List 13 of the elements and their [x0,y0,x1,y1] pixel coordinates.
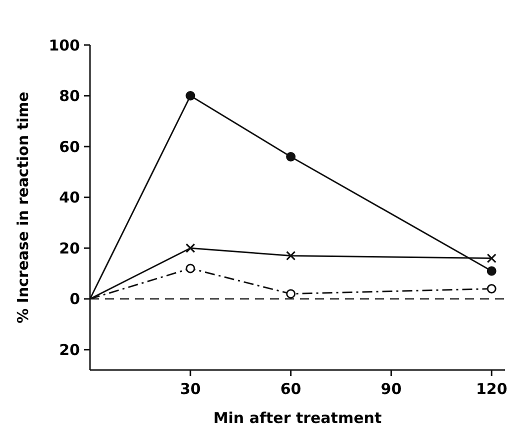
y-tick-label: 100 [48,36,80,54]
x-tick-label: 120 [476,380,508,398]
x-tick-label: 60 [280,380,302,398]
y-axis-title: % Increase in reaction time [14,92,32,324]
y-tick-label: 40 [59,188,80,207]
y-tick-label: 20 [59,340,80,359]
y-tick-label: 20 [59,239,80,258]
x-tick-label: 90 [380,380,402,398]
x-tick-label: 30 [180,380,201,398]
y-tick-label: 0 [70,290,80,308]
y-tick-label: 60 [59,138,80,156]
x-axis-title: Min after treatment [213,409,382,427]
y-tick-label: 80 [59,87,80,106]
